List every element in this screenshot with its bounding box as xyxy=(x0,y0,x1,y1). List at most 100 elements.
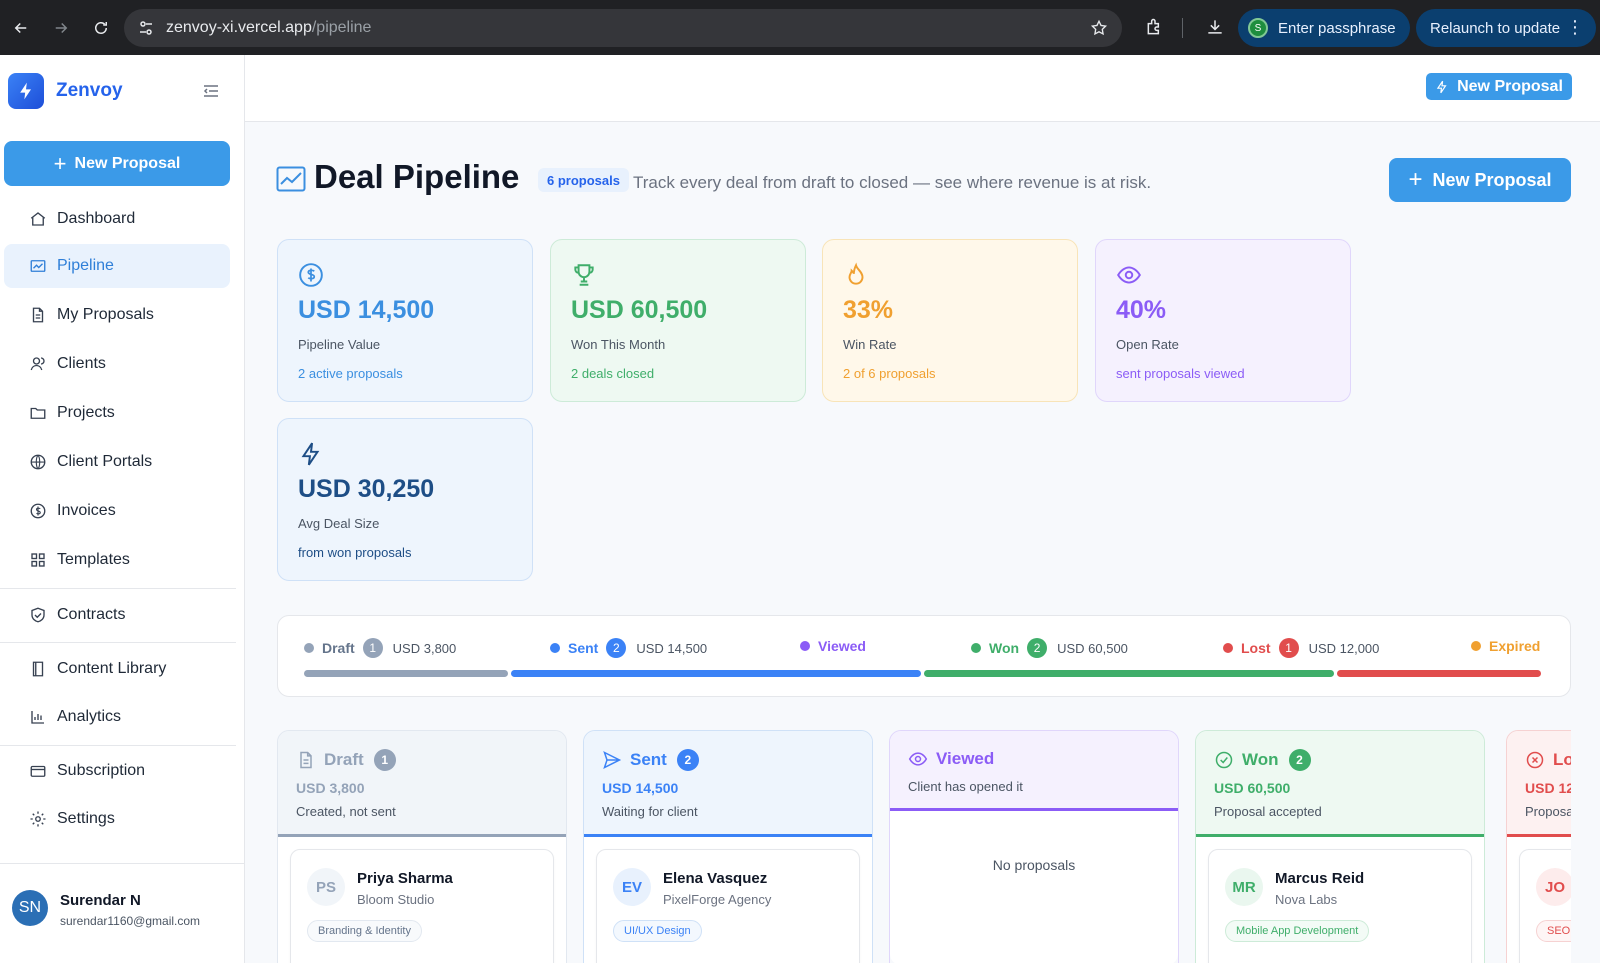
passphrase-button[interactable]: S Enter passphrase xyxy=(1238,9,1410,47)
column-sent: Sent 2 USD 14,500 Waiting for client EV … xyxy=(583,730,873,963)
reload-button[interactable] xyxy=(86,13,116,43)
proposal-card[interactable]: MR Marcus Reid Nova Labs Mobile App Deve… xyxy=(1208,849,1472,963)
collapse-sidebar-icon[interactable] xyxy=(202,82,220,100)
proposal-card[interactable]: EV Elena Vasquez PixelForge Agency UI/UX… xyxy=(596,849,860,963)
forward-button[interactable] xyxy=(46,13,76,43)
sidebar-item-pipeline[interactable]: Pipeline xyxy=(4,244,230,288)
card-icon xyxy=(30,765,46,777)
stat-label: Avg Deal Size xyxy=(298,516,380,531)
sidebar-new-proposal-button[interactable]: + New Proposal xyxy=(4,141,230,186)
proposal-card[interactable]: PS Priya Sharma Bloom Studio Branding & … xyxy=(290,849,554,963)
more-vertical-icon[interactable]: ⋮ xyxy=(1566,17,1584,37)
sidebar-item-my-proposals[interactable]: My Proposals xyxy=(4,293,230,337)
bookmark-star-icon[interactable] xyxy=(1090,19,1108,37)
sidebar-item-templates[interactable]: Templates xyxy=(4,538,230,582)
bolt-icon xyxy=(301,442,320,466)
arrow-right-icon xyxy=(55,22,68,33)
flame-icon xyxy=(848,262,864,285)
status-dot xyxy=(1223,643,1233,653)
column-count: 2 xyxy=(676,749,699,771)
sidebar-item-clients[interactable]: Clients xyxy=(4,342,230,386)
sidebar-item-invoices[interactable]: Invoices xyxy=(4,489,230,533)
funnel-segment-won[interactable]: Won 2 USD 60,500 xyxy=(971,638,1128,658)
stat-label: Won This Month xyxy=(571,337,666,352)
sidebar-item-dashboard[interactable]: Dashboard xyxy=(4,197,230,241)
brand-name: Zenvoy xyxy=(56,80,123,101)
column-header: Sent 2 USD 14,500 Waiting for client xyxy=(584,731,872,837)
stat-sub: 2 of 6 proposals xyxy=(843,366,936,381)
stat-value: USD 60,500 xyxy=(571,296,708,324)
client-name: Marcus Reid xyxy=(1275,870,1365,887)
chart-icon xyxy=(30,260,46,272)
sidebar-item-client-portals[interactable]: Client Portals xyxy=(4,440,230,484)
download-icon[interactable] xyxy=(1205,17,1225,37)
column-description: Proposal accepted xyxy=(1214,804,1322,819)
funnel-label: Draft xyxy=(322,640,355,656)
status-dot xyxy=(971,643,981,653)
service-tag: Mobile App Development xyxy=(1225,920,1370,942)
arrow-left-icon xyxy=(14,22,27,33)
document-icon xyxy=(32,307,44,323)
status-dot xyxy=(800,641,810,651)
home-icon xyxy=(30,212,46,226)
column-title: Sent 2 xyxy=(602,749,699,771)
brand[interactable]: Zenvoy xyxy=(8,73,123,109)
sidebar-item-label: Templates xyxy=(57,551,130,568)
column-amount: USD 60,500 xyxy=(1214,780,1291,796)
top-bar: New Proposal xyxy=(245,55,1600,122)
column-name: Viewed xyxy=(936,749,995,768)
funnel-amount: USD 60,500 xyxy=(1057,640,1128,656)
sidebar-item-contracts[interactable]: Contracts xyxy=(4,593,230,637)
stat-card-avg-deal-size: USD 30,250 Avg Deal Size from won propos… xyxy=(277,418,533,581)
column-won: Won 2 USD 60,500 Proposal accepted MR Ma… xyxy=(1195,730,1485,963)
site-settings-icon[interactable] xyxy=(138,20,154,36)
column-header: Won 2 USD 60,500 Proposal accepted xyxy=(1196,731,1484,837)
header-new-proposal-label: New Proposal xyxy=(1432,169,1552,190)
client-avatar: EV xyxy=(613,868,651,906)
column-count: 2 xyxy=(1288,749,1311,771)
header-new-proposal-button[interactable]: + New Proposal xyxy=(1389,158,1571,202)
sidebar-item-analytics[interactable]: Analytics xyxy=(4,695,230,739)
funnel-segment-draft[interactable]: Draft 1 USD 3,800 xyxy=(304,638,456,658)
url-text: zenvoy-xi.vercel.app/pipeline xyxy=(166,19,371,37)
address-bar[interactable]: zenvoy-xi.vercel.app/pipeline xyxy=(124,9,1122,47)
client-name: Elena Vasquez xyxy=(663,870,768,887)
sidebar-item-settings[interactable]: Settings xyxy=(4,797,230,841)
sidebar-item-label: Client Portals xyxy=(57,453,153,470)
topbar-new-proposal-button[interactable]: New Proposal xyxy=(1426,73,1572,100)
sidebar-item-subscription[interactable]: Subscription xyxy=(4,749,230,793)
column-body: EV Elena Vasquez PixelForge Agency UI/UX… xyxy=(584,837,872,963)
sidebar-item-label: Settings xyxy=(57,810,115,827)
funnel-segment-sent[interactable]: Sent 2 USD 14,500 xyxy=(550,638,707,658)
url-path: /pipeline xyxy=(311,19,372,36)
funnel-segment-viewed[interactable]: Viewed xyxy=(800,638,866,654)
trophy-icon xyxy=(574,264,594,286)
funnel-amount: USD 3,800 xyxy=(392,640,457,656)
relaunch-button[interactable]: Relaunch to update ⋮ xyxy=(1416,9,1596,47)
stat-sub: from won proposals xyxy=(298,545,412,560)
nav-divider xyxy=(0,642,236,643)
folder-icon xyxy=(30,407,46,419)
proposal-card[interactable]: JO SEO xyxy=(1519,849,1571,963)
stat-card-open-rate: 40% Open Rate sent proposals viewed xyxy=(1095,239,1351,402)
grid-icon xyxy=(31,553,45,567)
client-org: Bloom Studio xyxy=(357,892,435,907)
profile-avatar: S xyxy=(1248,18,1268,38)
client-org: Nova Labs xyxy=(1275,892,1338,907)
funnel-bar-won xyxy=(924,670,1334,677)
user-profile[interactable]: SN Surendar N surendar1160@gmail.com xyxy=(0,863,245,963)
funnel-segment-lost[interactable]: Lost 1 USD 12,000 xyxy=(1223,638,1379,658)
back-button[interactable] xyxy=(6,13,36,43)
sidebar-item-content-library[interactable]: Content Library xyxy=(4,647,230,691)
bar-chart-icon xyxy=(31,711,44,724)
sidebar-item-projects[interactable]: Projects xyxy=(4,391,230,435)
funnel-segment-expired[interactable]: Expired xyxy=(1471,638,1540,654)
column-lost: Lost 1 USD 12,000 Proposal declined JO S… xyxy=(1506,730,1571,963)
client-name: Priya Sharma xyxy=(357,870,453,887)
client-org: PixelForge Agency xyxy=(663,892,772,907)
service-tag: UI/UX Design xyxy=(613,920,702,942)
column-description: Proposal declined xyxy=(1525,804,1571,819)
dollar-icon xyxy=(30,503,46,519)
relaunch-label: Relaunch to update xyxy=(1430,19,1561,37)
extensions-puzzle-icon[interactable] xyxy=(1145,17,1165,37)
